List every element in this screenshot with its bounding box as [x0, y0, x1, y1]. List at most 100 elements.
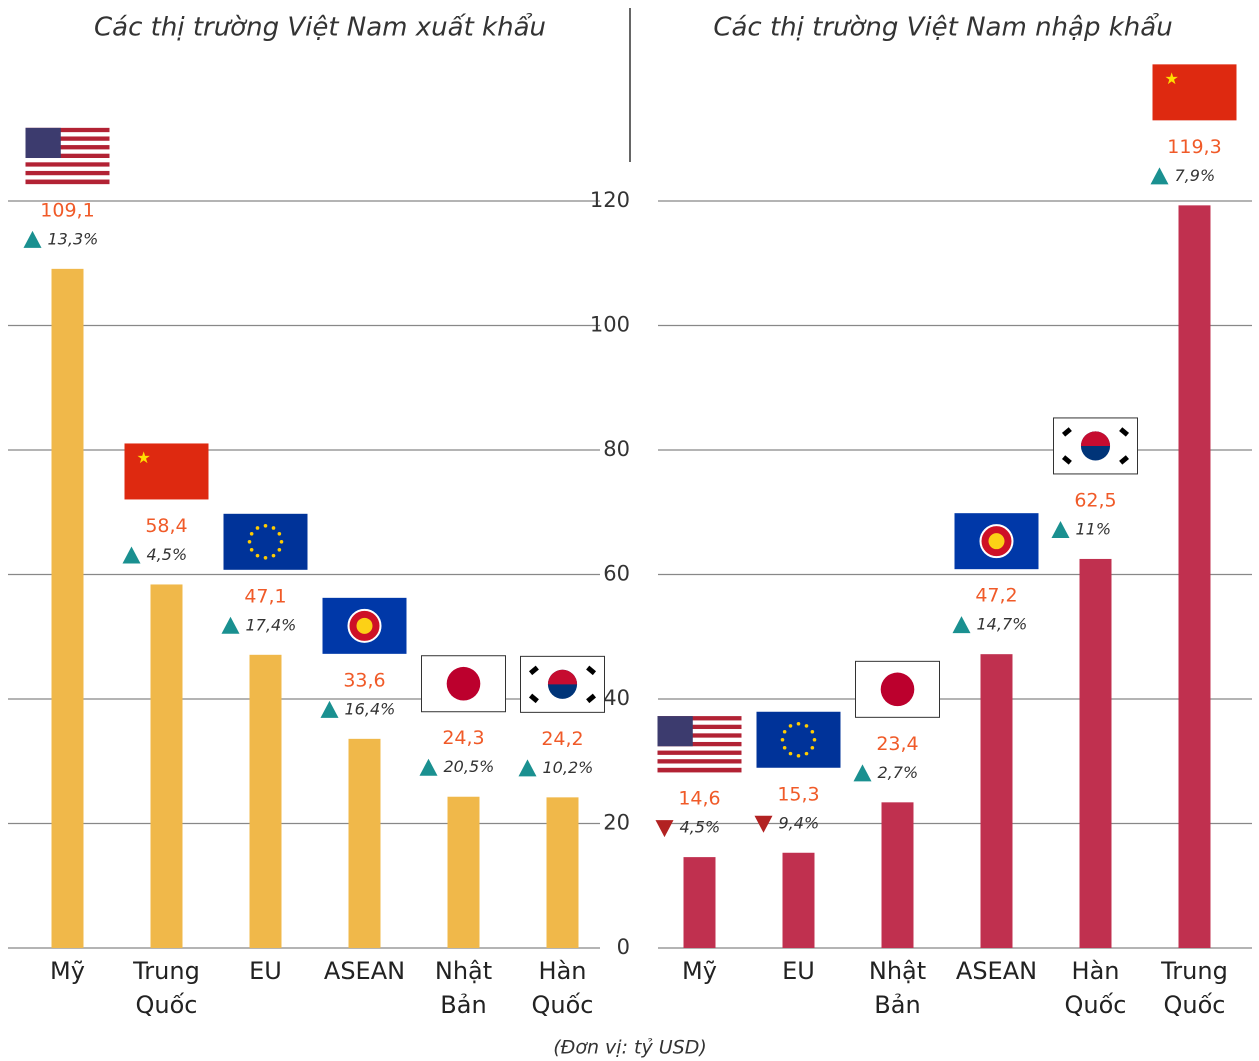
flag-part [25, 170, 110, 176]
flag-part [263, 524, 268, 528]
flag-part [25, 140, 110, 146]
x-tick-label: Trung Quốc [132, 957, 200, 1019]
flag-part [25, 175, 110, 180]
x-tick-label: Mỹ [682, 957, 717, 985]
x-tick-label: Nhật Bản [869, 957, 926, 1019]
x-tick-label: Mỹ [50, 957, 85, 985]
x-tick-label: Hàn Quốc [1065, 957, 1127, 1019]
bar [51, 268, 84, 948]
x-tick-label: ASEAN [324, 957, 405, 985]
y-tick-label: 0 [617, 935, 630, 959]
change-label: 11% [1076, 519, 1112, 538]
flag-part [657, 750, 742, 756]
flag-part [657, 767, 742, 773]
x-tick-label: ASEAN [956, 957, 1037, 985]
flag-part [528, 693, 539, 704]
flag-part [25, 145, 110, 150]
x-tick-label: Trung Quốc [1160, 957, 1228, 1019]
flag-part [988, 533, 1005, 550]
bar [881, 802, 914, 948]
change-arrow [23, 230, 42, 248]
change-label: 9,4% [779, 813, 820, 832]
x-tick-label: Nhật Bản [435, 957, 492, 1019]
change-arrow [122, 546, 141, 564]
flag-part [657, 729, 742, 734]
flag [855, 660, 940, 718]
value-label: 15,3 [777, 783, 819, 805]
change-label: 10,2% [543, 758, 594, 777]
flag-part [657, 724, 742, 730]
value-label: 62,5 [1074, 489, 1116, 511]
flag-part [25, 149, 110, 154]
bar [980, 654, 1013, 948]
bar [447, 796, 480, 948]
y-tick-label: 100 [590, 313, 630, 337]
flag [1053, 417, 1138, 475]
flag [954, 513, 1039, 570]
flag-part [657, 720, 742, 726]
chart-title: Các thị trường Việt Nam nhập khẩu [713, 12, 1172, 43]
flag-part [547, 669, 578, 685]
value-label: 109,1 [40, 199, 94, 221]
flag-part [271, 553, 276, 558]
y-tick-label: 120 [590, 188, 630, 212]
flag [25, 127, 110, 185]
change-label: 4,5% [147, 545, 188, 564]
flag-part [796, 753, 801, 758]
change-label: 4,5% [680, 818, 721, 837]
flag-part [1061, 455, 1072, 465]
change-arrow [320, 700, 339, 718]
flag-part [249, 548, 254, 552]
change-arrow [853, 764, 872, 782]
change-label: 17,4% [246, 615, 297, 634]
y-tick-label: 80 [603, 437, 630, 461]
flag [657, 716, 742, 773]
flag-part [657, 733, 742, 738]
flag-part [657, 746, 742, 751]
flag-part [880, 672, 915, 707]
bar [782, 852, 815, 948]
flag: ★ [1152, 64, 1237, 121]
flag-part [25, 132, 110, 137]
flag-part [657, 741, 742, 747]
change-arrow [952, 616, 971, 634]
flag-part [279, 540, 284, 544]
flag-part [788, 751, 793, 756]
y-tick-label: 40 [603, 686, 630, 710]
value-label: 24,3 [442, 727, 484, 749]
bar [546, 797, 579, 948]
flag-part [1061, 427, 1072, 437]
value-label: 23,4 [876, 733, 918, 755]
x-tick-label: EU [249, 957, 282, 985]
change-label: 20,5% [444, 757, 495, 776]
flag-part [356, 617, 373, 634]
value-label: 58,4 [145, 515, 187, 537]
change-label: 13,3% [48, 229, 99, 248]
flag [421, 655, 506, 713]
flag-part [796, 721, 801, 726]
change-arrow [419, 758, 438, 776]
value-label: 47,2 [975, 585, 1017, 607]
x-tick-label: EU [782, 957, 815, 985]
bar [249, 654, 282, 948]
value-label: 24,2 [541, 728, 583, 750]
flag-part [446, 666, 481, 701]
change-arrow [518, 759, 537, 777]
flag [520, 655, 605, 713]
flag-part [263, 556, 268, 560]
flag-part: ★ [137, 448, 151, 467]
flag-part [249, 532, 254, 536]
flag-part [657, 716, 693, 747]
flag-part [277, 548, 282, 552]
flag-part [277, 532, 282, 536]
change-label: 2,7% [878, 763, 919, 782]
bar [1079, 558, 1112, 948]
flag-part [1119, 455, 1130, 465]
bar [348, 738, 381, 948]
flag-part [804, 724, 809, 728]
flag-part: ★ [1165, 69, 1179, 88]
bar [683, 857, 716, 948]
flag [322, 597, 407, 654]
flag [756, 711, 841, 768]
change-arrow [655, 820, 674, 838]
